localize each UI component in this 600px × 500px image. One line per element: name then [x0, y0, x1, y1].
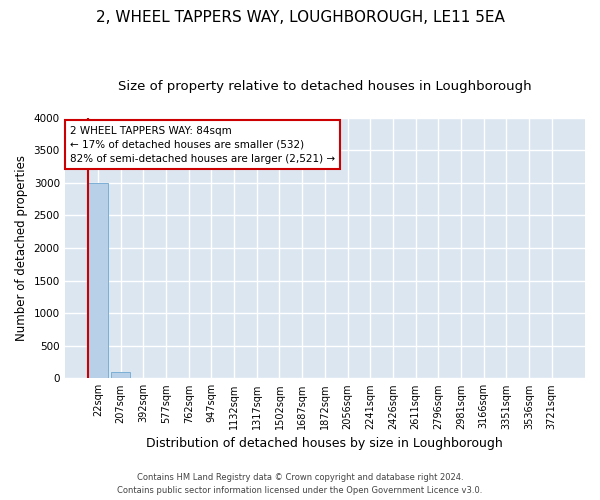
X-axis label: Distribution of detached houses by size in Loughborough: Distribution of detached houses by size …: [146, 437, 503, 450]
Bar: [88, 183, 107, 378]
Bar: [111, 372, 130, 378]
Title: Size of property relative to detached houses in Loughborough: Size of property relative to detached ho…: [118, 80, 532, 93]
Text: 2, WHEEL TAPPERS WAY, LOUGHBOROUGH, LE11 5EA: 2, WHEEL TAPPERS WAY, LOUGHBOROUGH, LE11…: [95, 10, 505, 25]
Text: 2 WHEEL TAPPERS WAY: 84sqm
← 17% of detached houses are smaller (532)
82% of sem: 2 WHEEL TAPPERS WAY: 84sqm ← 17% of deta…: [70, 126, 335, 164]
Text: Contains HM Land Registry data © Crown copyright and database right 2024.
Contai: Contains HM Land Registry data © Crown c…: [118, 473, 482, 495]
Y-axis label: Number of detached properties: Number of detached properties: [15, 155, 28, 341]
